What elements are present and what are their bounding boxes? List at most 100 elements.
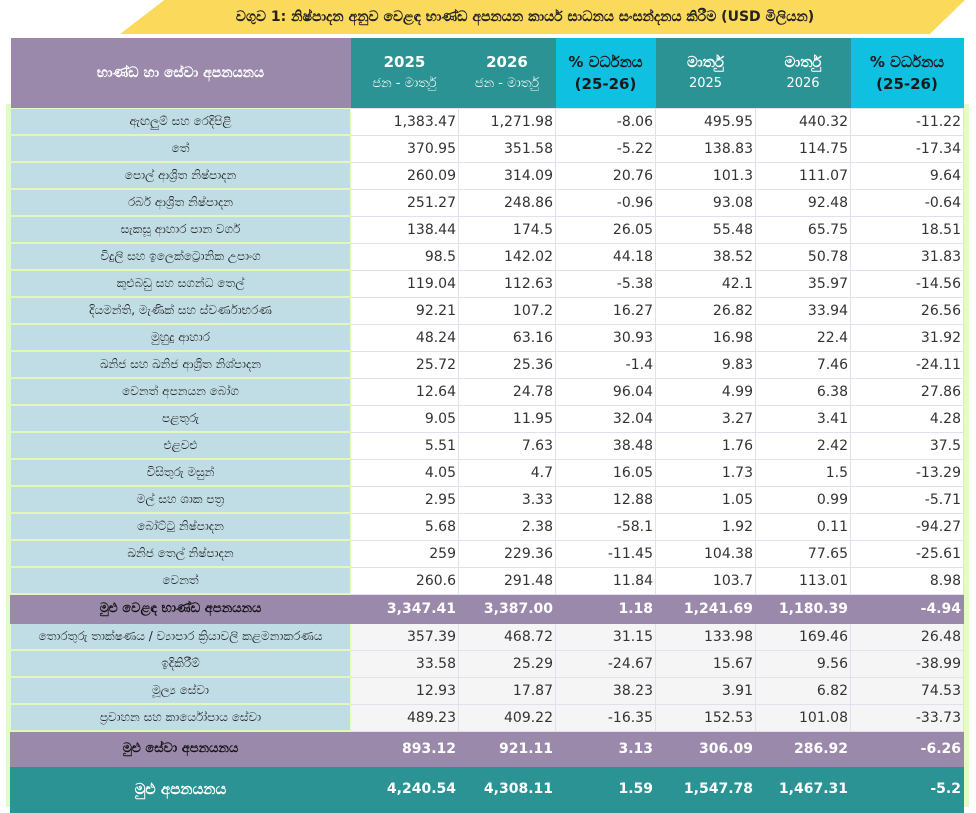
- cell-jan-mar-2025: 5.68: [350, 512, 459, 541]
- cell-march-2025: 93.08: [655, 188, 756, 217]
- cell-jan-mar-2025: 9.05: [350, 404, 459, 433]
- cell-growth-march: -14.56: [850, 269, 964, 298]
- cell-march-2025: 1.05: [655, 485, 756, 514]
- cell-category: මුහුදු ආහාර: [10, 323, 351, 352]
- header-year: 2026: [486, 53, 528, 71]
- cell-jan-mar-2026: 174.5: [458, 215, 556, 244]
- cell-jan-mar-2025: 25.72: [350, 350, 459, 379]
- cell-growth-ytd: 44.18: [555, 242, 656, 271]
- cell-category: තොරතුරු තාක්ෂණය / ව්‍යාපාර ක්‍රියාවලි කළ…: [10, 622, 351, 651]
- header-years: (25-26): [876, 75, 938, 93]
- cell-jan-mar-2026: 112.63: [458, 269, 556, 298]
- cell-growth-ytd: 26.05: [555, 215, 656, 244]
- header-category: භාණ්ඩ හා සේවා අපනයනය: [10, 38, 351, 109]
- cell-growth-ytd: 3.13: [555, 730, 656, 767]
- cell-march-2026: 92.48: [755, 188, 851, 217]
- header-month: මාර්තු: [687, 53, 724, 71]
- cell-category: එළවළු: [10, 431, 351, 460]
- cell-jan-mar-2026: 142.02: [458, 242, 556, 271]
- cell-growth-march: -6.26: [850, 730, 964, 767]
- header-row: භාණ්ඩ හා සේවා අපනයනය 2025 ජන - මාර්තු 202…: [10, 38, 964, 109]
- cell-growth-march: -5.71: [850, 485, 964, 514]
- header-growth-ytd: % වර්ධනය (25-26): [555, 38, 656, 109]
- cell-jan-mar-2026: 4,308.11: [458, 765, 556, 813]
- cell-category: පළතුරු: [10, 404, 351, 433]
- cell-march-2026: 1,180.39: [755, 593, 851, 624]
- grand-total-row: මුළු අපනයනය 4,240.54 4,308.11 1.59 1,547.78 1…: [10, 765, 964, 813]
- goods-total-row: මුළු වෙළඳ භාණ්ඩ අපනයනය 3,347.41 3,387.00 1.…: [10, 593, 964, 624]
- cell-march-2025: 133.98: [655, 622, 756, 651]
- cell-march-2026: 3.41: [755, 404, 851, 433]
- cell-growth-ytd: 32.04: [555, 404, 656, 433]
- table-row: ඇඟලුම් සහ රෙදිපිළි 1,383.47 1,271.98 -8.06 4…: [10, 108, 964, 136]
- header-growth: % වර්ධනය: [869, 53, 945, 71]
- cell-growth-ytd: -11.45: [555, 539, 656, 568]
- cell-jan-mar-2025: 489.23: [350, 703, 459, 732]
- header-years: (25-26): [574, 75, 637, 93]
- cell-jan-mar-2025: 893.12: [350, 730, 459, 767]
- cell-growth-ytd: 11.84: [555, 566, 656, 595]
- cell-march-2026: 7.46: [755, 350, 851, 379]
- cell-jan-mar-2026: 351.58: [458, 134, 556, 163]
- cell-category: ඛනිජ සහ ඛනිජ ආශ්‍රිත නිශ්පාදන: [10, 350, 351, 379]
- cell-jan-mar-2025: 98.5: [350, 242, 459, 271]
- cell-march-2026: 50.78: [755, 242, 851, 271]
- cell-growth-march: -25.61: [850, 539, 964, 568]
- table-row: දියමන්ති, මැණික් සහ ස්වර්ණාභරණ 92.21 107.2…: [10, 296, 964, 325]
- cell-growth-ytd: 31.15: [555, 622, 656, 651]
- cell-jan-mar-2025: 1,383.47: [350, 108, 459, 136]
- cell-march-2026: 6.82: [755, 676, 851, 705]
- cell-march-2025: 38.52: [655, 242, 756, 271]
- cell-growth-ytd: -5.22: [555, 134, 656, 163]
- cell-category: විදුලි සහ ඉලෙක්ට්‍රොනික උපාංග: [10, 242, 351, 271]
- cell-growth-march: 9.64: [850, 161, 964, 190]
- cell-march-2025: 3.27: [655, 404, 756, 433]
- cell-march-2026: 286.92: [755, 730, 851, 767]
- cell-jan-mar-2026: 7.63: [458, 431, 556, 460]
- table-row: ඉදිකිරීම් 33.58 25.29 -24.67 15.67 9.56 -38.99: [10, 649, 964, 678]
- cell-category: ඉදිකිරීම්: [10, 649, 351, 678]
- cell-jan-mar-2025: 259: [350, 539, 459, 568]
- cell-march-2026: 0.99: [755, 485, 851, 514]
- cell-march-2026: 65.75: [755, 215, 851, 244]
- cell-jan-mar-2026: 291.48: [458, 566, 556, 595]
- cell-growth-march: 31.92: [850, 323, 964, 352]
- cell-category: මූල්‍ය සේවා: [10, 676, 351, 705]
- header-march-2026: මාර්තු 2026: [755, 38, 851, 109]
- cell-jan-mar-2026: 409.22: [458, 703, 556, 732]
- cell-growth-march: 37.5: [850, 431, 964, 460]
- table-row: මුහුදු ආහාර 48.24 63.16 30.93 16.98 22.4 31.92: [10, 323, 964, 352]
- cell-march-2025: 1,241.69: [655, 593, 756, 624]
- cell-category: බෝට්ටු නිෂ්පාදන: [10, 512, 351, 541]
- cell-march-2025: 306.09: [655, 730, 756, 767]
- header-jan-mar-2025: 2025 ජන - මාර්තු: [350, 38, 459, 109]
- table-row: රබර් ආශ්‍රිත නිෂ්පාදන 251.27 248.86 -0.96 93…: [10, 188, 964, 217]
- table-row: ප්‍රවාහන සහ කාර්යෝපාය සේවා 489.23 409.22 -1…: [10, 703, 964, 732]
- header-year: 2026: [786, 76, 820, 91]
- cell-growth-march: -33.73: [850, 703, 964, 732]
- table-row: මූල්‍ය සේවා 12.93 17.87 38.23 3.91 6.82 74.53: [10, 676, 964, 705]
- cell-jan-mar-2026: 248.86: [458, 188, 556, 217]
- cell-march-2025: 15.67: [655, 649, 756, 678]
- table-row: පළතුරු 9.05 11.95 32.04 3.27 3.41 4.28: [10, 404, 964, 433]
- cell-growth-ytd: -1.4: [555, 350, 656, 379]
- cell-category: මුළු අපනයනය: [10, 765, 351, 813]
- cell-growth-march: -24.11: [850, 350, 964, 379]
- cell-jan-mar-2025: 2.95: [350, 485, 459, 514]
- header-month: මාර්තු: [784, 53, 822, 71]
- cell-category: මුළු සේවා අපනයනය: [10, 730, 351, 767]
- cell-march-2025: 138.83: [655, 134, 756, 163]
- cell-jan-mar-2025: 5.51: [350, 431, 459, 460]
- cell-jan-mar-2025: 260.6: [350, 566, 459, 595]
- header-jan-mar-2026: 2026 ජන - මාර්තු: [458, 38, 556, 109]
- cell-jan-mar-2026: 3.33: [458, 485, 556, 514]
- table-row: වෙනත් අපනයන බෝග 12.64 24.78 96.04 4.99 6.38 27…: [10, 377, 964, 406]
- table-row: එළවළු 5.51 7.63 38.48 1.76 2.42 37.5: [10, 431, 964, 460]
- table-row: ඛනිජ තෙල් නිෂ්පාදන 259 229.36 -11.45 104.38 7…: [10, 539, 964, 568]
- cell-march-2026: 101.08: [755, 703, 851, 732]
- cell-growth-ytd: 1.59: [555, 765, 656, 813]
- cell-jan-mar-2026: 1,271.98: [458, 108, 556, 136]
- cell-category: රබර් ආශ්‍රිත නිෂ්පාදන: [10, 188, 351, 217]
- cell-march-2025: 9.83: [655, 350, 756, 379]
- cell-march-2025: 55.48: [655, 215, 756, 244]
